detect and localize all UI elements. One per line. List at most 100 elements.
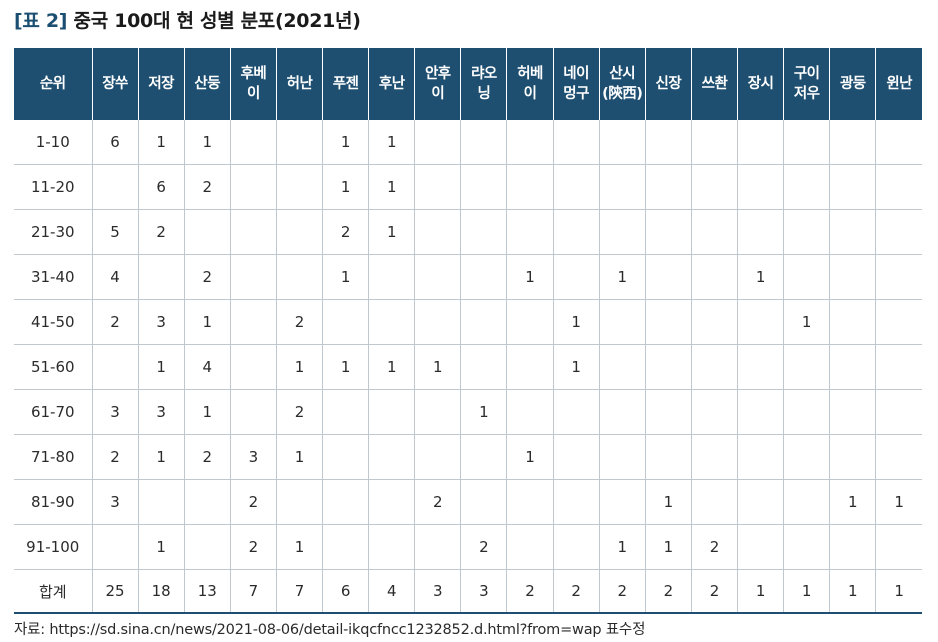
count-cell xyxy=(690,164,738,210)
count-cell xyxy=(875,164,922,210)
count-cell: 1 xyxy=(368,209,415,255)
count-cell xyxy=(690,344,738,390)
table-row: 91-100 1 2 1 2 1 1 2 xyxy=(14,524,922,570)
total-count-cell: 2 xyxy=(552,569,600,614)
count-cell: 1 xyxy=(644,479,692,525)
count-cell xyxy=(414,524,461,570)
count-cell xyxy=(598,120,646,165)
count-cell xyxy=(783,254,830,300)
count-cell xyxy=(322,524,369,570)
count-cell xyxy=(552,209,600,255)
count-cell: 1 xyxy=(506,254,554,300)
count-cell: 2 xyxy=(229,479,277,525)
total-row: 합계 25 18 13 7 7 6 4 3 3 2 2 2 2 2 1 1 1 1 xyxy=(14,569,922,614)
count-cell: 1 xyxy=(275,524,323,570)
count-cell xyxy=(368,299,415,345)
header-province: 후베 이 xyxy=(229,48,277,120)
count-cell: 1 xyxy=(322,254,369,300)
header-province: 안후 이 xyxy=(414,48,461,120)
total-count-cell: 13 xyxy=(183,569,231,614)
count-cell xyxy=(506,524,554,570)
count-cell: 2 xyxy=(414,479,461,525)
count-cell xyxy=(229,299,277,345)
rank-range-cell: 1-10 xyxy=(14,120,92,165)
count-cell xyxy=(783,164,830,210)
count-cell xyxy=(737,164,784,210)
total-count-cell: 7 xyxy=(229,569,277,614)
count-cell xyxy=(690,120,738,165)
count-cell: 2 xyxy=(322,209,369,255)
table-number-label: [표 2] xyxy=(14,10,68,32)
count-cell xyxy=(368,254,415,300)
count-cell xyxy=(644,164,692,210)
count-cell xyxy=(783,344,830,390)
count-cell xyxy=(690,254,738,300)
count-cell xyxy=(414,389,461,435)
table-row: 11-20 6 2 1 1 xyxy=(14,164,922,210)
count-cell: 6 xyxy=(91,120,139,165)
rank-range-cell: 61-70 xyxy=(14,389,92,435)
count-cell: 3 xyxy=(137,389,185,435)
table-row: 21-30 5 2 2 1 xyxy=(14,209,922,255)
count-cell: 1 xyxy=(598,524,646,570)
rank-range-cell: 81-90 xyxy=(14,479,92,525)
count-cell xyxy=(737,524,784,570)
count-cell: 1 xyxy=(137,344,185,390)
count-cell: 2 xyxy=(137,209,185,255)
count-cell: 1 xyxy=(183,299,231,345)
count-cell: 1 xyxy=(137,120,185,165)
count-cell xyxy=(229,254,277,300)
province-distribution-table: 순위 장쑤 저장 산둥 후베 이 허난 푸젠 후난 안후 이 랴오 닝 허베 이 네이 멍구 산시 (陝西) 신장 쓰촨… xyxy=(14,48,922,614)
count-cell xyxy=(737,209,784,255)
rank-range-cell: 91-100 xyxy=(14,524,92,570)
header-province: 네이 멍구 xyxy=(552,48,600,120)
header-province: 윈난 xyxy=(875,48,922,120)
count-cell xyxy=(598,479,646,525)
table-row: 81-90 3 2 2 1 1 1 xyxy=(14,479,922,525)
count-cell xyxy=(783,479,830,525)
count-cell: 1 xyxy=(875,479,922,525)
count-cell xyxy=(322,389,369,435)
table-row: 31-40 4 2 1 1 1 1 xyxy=(14,254,922,300)
total-count-cell: 1 xyxy=(783,569,830,614)
count-cell xyxy=(506,120,554,165)
total-count-cell: 3 xyxy=(460,569,507,614)
total-count-cell: 2 xyxy=(644,569,692,614)
count-cell xyxy=(368,389,415,435)
header-province: 산둥 xyxy=(183,48,231,120)
rank-range-cell: 11-20 xyxy=(14,164,92,210)
count-cell xyxy=(229,344,277,390)
count-cell: 1 xyxy=(137,434,185,480)
count-cell: 1 xyxy=(137,524,185,570)
count-cell xyxy=(875,389,922,435)
count-cell xyxy=(552,434,600,480)
count-cell xyxy=(275,479,323,525)
header-province: 구이 저우 xyxy=(783,48,830,120)
count-cell xyxy=(875,299,922,345)
header-province: 산시 (陝西) xyxy=(598,48,646,120)
count-cell: 1 xyxy=(644,524,692,570)
count-cell xyxy=(875,120,922,165)
header-province: 푸젠 xyxy=(322,48,369,120)
count-cell: 1 xyxy=(552,299,600,345)
count-cell xyxy=(414,164,461,210)
count-cell xyxy=(414,299,461,345)
count-cell xyxy=(506,164,554,210)
count-cell xyxy=(644,344,692,390)
count-cell: 1 xyxy=(783,299,830,345)
source-note: 자료: https://sd.sina.cn/news/2021-08-06/d… xyxy=(14,622,646,638)
count-cell xyxy=(875,344,922,390)
count-cell xyxy=(829,434,876,480)
header-province: 후난 xyxy=(368,48,415,120)
total-count-cell: 1 xyxy=(875,569,922,614)
count-cell xyxy=(690,479,738,525)
total-count-cell: 2 xyxy=(506,569,554,614)
count-cell: 2 xyxy=(275,389,323,435)
count-cell xyxy=(829,299,876,345)
count-cell: 1 xyxy=(368,344,415,390)
header-province: 허난 xyxy=(275,48,323,120)
header-province: 랴오 닝 xyxy=(460,48,507,120)
total-count-cell: 2 xyxy=(690,569,738,614)
count-cell xyxy=(552,479,600,525)
header-province: 쓰촨 xyxy=(690,48,738,120)
